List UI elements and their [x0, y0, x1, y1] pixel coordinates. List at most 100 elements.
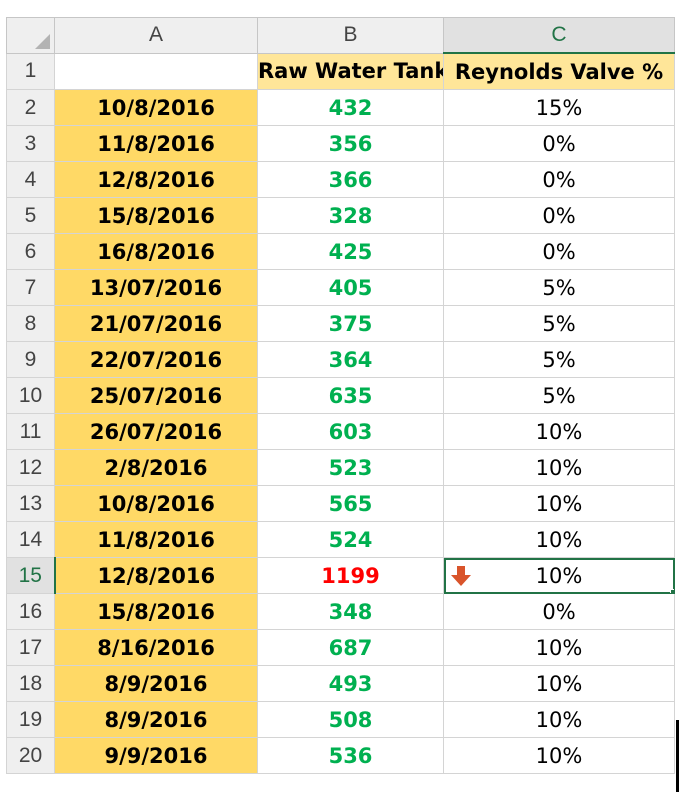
column-header-b[interactable]: B: [257, 17, 444, 54]
tank-cell[interactable]: 425: [257, 233, 444, 270]
date-cell[interactable]: 12/8/2016: [54, 161, 258, 198]
fill-handle[interactable]: [670, 589, 674, 593]
row-header[interactable]: 10: [6, 377, 55, 414]
date-cell[interactable]: 25/07/2016: [54, 377, 258, 414]
date-cell[interactable]: 13/07/2016: [54, 269, 258, 306]
table-row: 19 8/9/2016 508 10%: [6, 701, 675, 738]
valve-cell[interactable]: 10%: [443, 485, 675, 522]
window-edge: [676, 720, 679, 792]
tank-cell[interactable]: 565: [257, 485, 444, 522]
tank-cell[interactable]: 603: [257, 413, 444, 450]
valve-cell[interactable]: 10%: [443, 413, 675, 450]
date-cell[interactable]: 26/07/2016: [54, 413, 258, 450]
row-header[interactable]: 13: [6, 485, 55, 522]
column-header-a[interactable]: A: [54, 17, 258, 54]
date-cell[interactable]: 15/8/2016: [54, 593, 258, 630]
tank-cell[interactable]: 493: [257, 665, 444, 702]
table-row: 18 8/9/2016 493 10%: [6, 665, 675, 702]
row-header[interactable]: 7: [6, 269, 55, 306]
tank-cell[interactable]: 432: [257, 89, 444, 126]
column-header-row: A B C: [6, 17, 675, 54]
valve-cell[interactable]: 0%: [443, 233, 675, 270]
row-header[interactable]: 8: [6, 305, 55, 342]
valve-cell[interactable]: 10%: [443, 665, 675, 702]
date-cell[interactable]: 15/8/2016: [54, 197, 258, 234]
tank-cell[interactable]: 356: [257, 125, 444, 162]
valve-cell[interactable]: 10%: [443, 521, 675, 558]
valve-value: 15%: [535, 95, 583, 120]
date-cell[interactable]: 9/9/2016: [54, 737, 258, 774]
row-header[interactable]: 3: [6, 125, 55, 162]
row-header[interactable]: 17: [6, 629, 55, 666]
tank-cell[interactable]: 508: [257, 701, 444, 738]
tank-cell[interactable]: 536: [257, 737, 444, 774]
row-header[interactable]: 1: [6, 52, 55, 90]
row-header[interactable]: 5: [6, 197, 55, 234]
date-cell[interactable]: 10/8/2016: [54, 89, 258, 126]
tank-cell[interactable]: 405: [257, 269, 444, 306]
table-row: 2 10/8/2016 432 15%: [6, 89, 675, 126]
valve-cell[interactable]: 5%: [443, 269, 675, 306]
valve-cell[interactable]: 10%: [443, 737, 675, 774]
valve-cell[interactable]: 10%: [443, 449, 675, 486]
tank-cell[interactable]: 1199: [257, 557, 444, 594]
valve-cell[interactable]: 0%: [443, 125, 675, 162]
row-header[interactable]: 15: [6, 557, 56, 594]
valve-value: 10%: [535, 707, 583, 732]
tank-cell[interactable]: 375: [257, 305, 444, 342]
valve-value: 5%: [542, 383, 576, 408]
tank-cell[interactable]: 524: [257, 521, 444, 558]
row-header[interactable]: 16: [6, 593, 55, 630]
date-cell[interactable]: 22/07/2016: [54, 341, 258, 378]
valve-cell[interactable]: 0%: [443, 197, 675, 234]
active-cell[interactable]: 10%: [443, 557, 675, 594]
valve-cell[interactable]: 5%: [443, 341, 675, 378]
valve-cell[interactable]: 15%: [443, 89, 675, 126]
row-header[interactable]: 9: [6, 341, 55, 378]
date-cell[interactable]: 11/8/2016: [54, 521, 258, 558]
row-header[interactable]: 19: [6, 701, 55, 738]
valve-cell[interactable]: 10%: [443, 701, 675, 738]
date-cell[interactable]: 8/9/2016: [54, 701, 258, 738]
valve-cell[interactable]: 5%: [443, 377, 675, 414]
date-cell[interactable]: 16/8/2016: [54, 233, 258, 270]
date-cell[interactable]: 8/9/2016: [54, 665, 258, 702]
tank-cell[interactable]: 635: [257, 377, 444, 414]
valve-cell[interactable]: 0%: [443, 161, 675, 198]
table-row: 16 15/8/2016 348 0%: [6, 593, 675, 630]
date-cell[interactable]: 8/16/2016: [54, 629, 258, 666]
valve-value: 10%: [535, 455, 583, 480]
valve-value: 10%: [535, 671, 583, 696]
date-cell[interactable]: 10/8/2016: [54, 485, 258, 522]
valve-value: 0%: [542, 203, 576, 228]
tank-cell[interactable]: 348: [257, 593, 444, 630]
tank-cell[interactable]: 364: [257, 341, 444, 378]
date-cell[interactable]: 21/07/2016: [54, 305, 258, 342]
row-header[interactable]: 20: [6, 737, 55, 774]
row-header[interactable]: 6: [6, 233, 55, 270]
column-header-c[interactable]: C: [443, 17, 675, 54]
date-cell[interactable]: 2/8/2016: [54, 449, 258, 486]
valve-cell[interactable]: 5%: [443, 305, 675, 342]
row-header[interactable]: 12: [6, 449, 55, 486]
tank-cell[interactable]: 366: [257, 161, 444, 198]
valve-value: 10%: [535, 635, 583, 660]
cell-a1[interactable]: [54, 52, 258, 90]
valve-value: 5%: [542, 347, 576, 372]
row-header[interactable]: 4: [6, 161, 55, 198]
cell-c1-header[interactable]: Reynolds Valve %: [443, 52, 675, 90]
tank-cell[interactable]: 687: [257, 629, 444, 666]
select-all-button[interactable]: [6, 17, 55, 54]
valve-cell[interactable]: 10%: [443, 629, 675, 666]
row-header[interactable]: 11: [6, 413, 55, 450]
date-cell[interactable]: 11/8/2016: [54, 125, 258, 162]
date-cell[interactable]: 12/8/2016: [54, 557, 258, 594]
valve-cell[interactable]: 0%: [443, 593, 675, 630]
row-header[interactable]: 18: [6, 665, 55, 702]
table-row: 15 12/8/2016 1199 10%: [6, 557, 675, 594]
tank-cell[interactable]: 523: [257, 449, 444, 486]
tank-cell[interactable]: 328: [257, 197, 444, 234]
row-header[interactable]: 2: [6, 89, 55, 126]
row-header[interactable]: 14: [6, 521, 55, 558]
cell-b1-header[interactable]: Raw Water Tank: [257, 52, 444, 90]
